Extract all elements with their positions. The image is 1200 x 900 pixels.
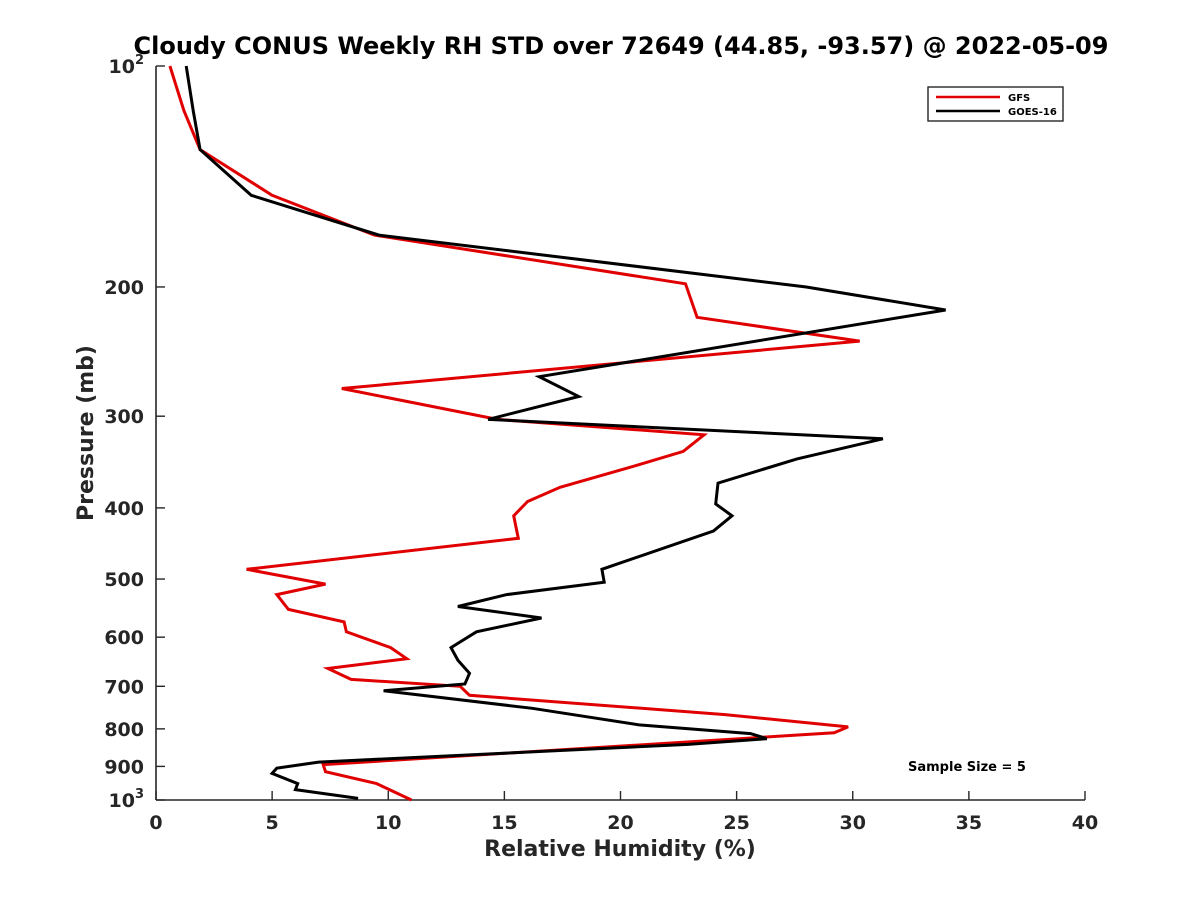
legend-label: GOES-16 bbox=[1008, 107, 1057, 118]
x-tick-label: 0 bbox=[149, 812, 162, 834]
x-tick-label: 15 bbox=[491, 812, 517, 834]
y-tick-label: 700 bbox=[104, 676, 144, 698]
series-layer bbox=[168, 65, 946, 802]
x-tick-label: 40 bbox=[1072, 812, 1098, 834]
axes: 0 5 10 15 20 25 30 35 40 102 200 300 400 500 600 700 800… bbox=[104, 53, 1098, 834]
series-line-gfs bbox=[168, 65, 860, 802]
y-tick-label: 300 bbox=[104, 406, 144, 428]
x-tick-label: 25 bbox=[723, 812, 749, 834]
y-axis-label: Pressure (mb) bbox=[74, 345, 99, 521]
y-tick-label: 500 bbox=[104, 569, 144, 591]
y-tick-label: 600 bbox=[104, 627, 144, 649]
x-tick-label: 5 bbox=[266, 812, 279, 834]
legend-label: GFS bbox=[1008, 93, 1030, 104]
x-axis-label: Relative Humidity (%) bbox=[484, 837, 756, 862]
y-tick-label: 103 bbox=[109, 787, 145, 812]
series-line-goes-16 bbox=[184, 65, 946, 800]
y-tick-label: 400 bbox=[104, 498, 144, 520]
y-tick-label: 900 bbox=[104, 756, 144, 778]
y-tick-label: 102 bbox=[109, 53, 145, 78]
sample-size-annotation: Sample Size = 5 bbox=[908, 760, 1026, 775]
x-tick-label: 30 bbox=[840, 812, 866, 834]
x-tick-label: 20 bbox=[607, 812, 633, 834]
chart-title: Cloudy CONUS Weekly RH STD over 72649 (4… bbox=[134, 32, 1109, 60]
legend-box bbox=[927, 86, 1064, 122]
x-tick-label: 35 bbox=[956, 812, 982, 834]
y-tick-label: 800 bbox=[104, 719, 144, 741]
legend: GFS GOES-16 bbox=[927, 86, 1064, 122]
y-tick-label: 200 bbox=[104, 277, 144, 299]
x-tick-label: 10 bbox=[375, 812, 401, 834]
